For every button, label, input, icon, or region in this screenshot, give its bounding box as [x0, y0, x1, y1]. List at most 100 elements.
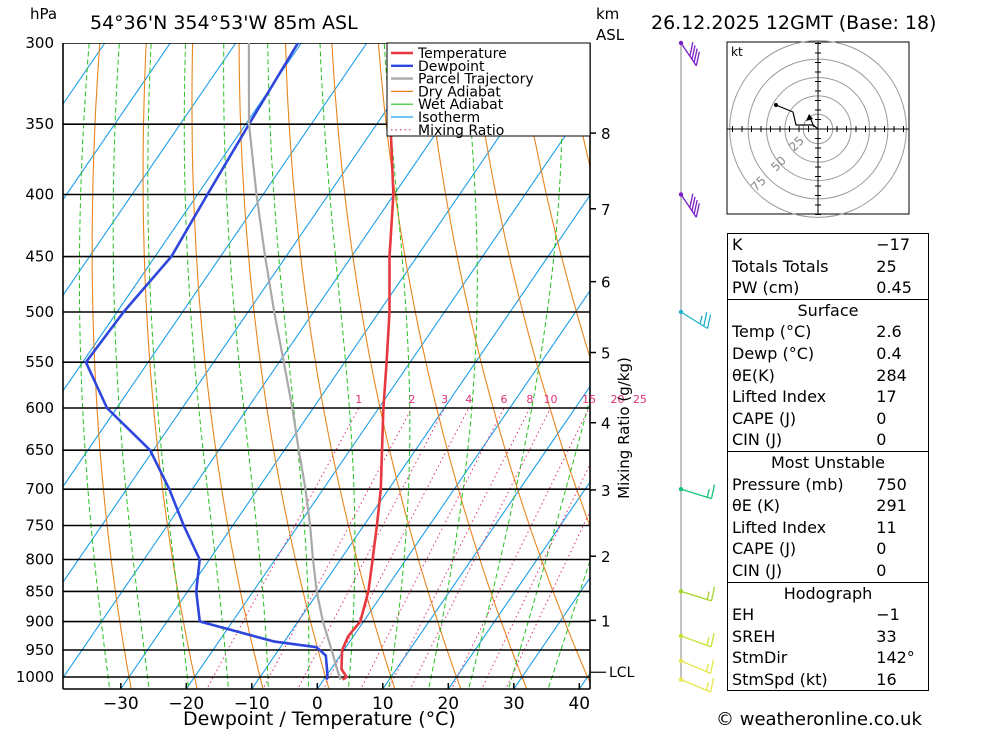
wet-adiabat-line	[112, 43, 150, 689]
x-tick-label: 0	[312, 694, 323, 714]
index-value: 25	[876, 256, 897, 276]
storm-motion-arrowhead	[806, 114, 813, 121]
index-section-header: Hodograph	[728, 581, 928, 605]
index-label: SREH	[732, 626, 776, 646]
mixing-ratio-axis-label: Mixing Ratio (g/kg)	[614, 318, 634, 538]
series-line-parcel-trajectory	[247, 43, 342, 680]
pressure-tick-label: 750	[25, 517, 54, 535]
wind-barb-flag	[695, 203, 700, 218]
index-value: 11	[876, 517, 897, 537]
wind-barb-half	[706, 591, 710, 600]
isotherm-line	[63, 43, 171, 201]
isotherm-line	[447, 481, 590, 689]
mixing-ratio-line	[297, 407, 446, 689]
x-tick-label: −30	[103, 694, 139, 714]
wind-barb-shaft	[680, 635, 712, 648]
index-row: StmSpd (kt) 16	[728, 669, 928, 691]
isotherm-line	[63, 43, 106, 106]
wet-adiabat-line	[507, 396, 590, 689]
wind-barb-flag	[693, 48, 698, 63]
wind-barb-flag	[709, 659, 715, 674]
wind-barb	[678, 632, 715, 648]
pressure-tick-label: 900	[25, 613, 54, 631]
index-row: K −17	[728, 234, 928, 256]
wind-barb-half	[706, 637, 710, 646]
wind-barb-shaft	[680, 311, 708, 330]
index-value: −1	[876, 605, 900, 625]
wind-barb-flag	[703, 312, 708, 327]
x-tick-label: 40	[568, 694, 590, 714]
wind-barb	[678, 677, 715, 693]
mixing-ratio-tick-label: 8	[526, 393, 533, 406]
legend-entry: Wet Adiabat	[418, 97, 504, 113]
index-value: 284	[876, 365, 907, 385]
height-tick-label: 3	[601, 482, 611, 500]
index-row: CAPE (J) 0	[728, 538, 928, 560]
height-tick-label: 2	[601, 548, 611, 566]
wind-barb-half	[706, 489, 710, 498]
pressure-tick-label: 350	[25, 115, 54, 133]
mixing-ratio-line	[481, 463, 590, 689]
height-tick-label: 5	[601, 345, 611, 363]
wind-barb-flag	[691, 196, 696, 211]
pressure-unit: hPa	[30, 5, 58, 23]
series-line-dewpoint	[84, 43, 329, 681]
wet-adiabat-line	[383, 43, 411, 689]
index-section-title: Hodograph	[728, 581, 928, 605]
index-label: Temp (°C)	[732, 322, 812, 342]
height-tick-label: 8	[601, 125, 611, 143]
hodograph-trace-end	[774, 103, 778, 107]
index-row: CIN (J) 0	[728, 429, 928, 451]
mixing-ratio-tick-label: 15	[582, 393, 596, 406]
index-label: CIN (J)	[732, 430, 783, 450]
x-tick-label: −10	[234, 694, 270, 714]
height-unit-km: km	[596, 5, 620, 23]
legend-box	[386, 42, 591, 137]
wind-barb-flag	[709, 677, 715, 693]
index-row: SREH 33	[728, 626, 928, 648]
index-label: Lifted Index	[732, 517, 827, 537]
index-row: Pressure (mb) 750	[728, 474, 928, 496]
wind-barb-half	[699, 315, 703, 325]
x-tick-label: 30	[503, 694, 525, 714]
index-row: StmDir 142°	[728, 647, 928, 669]
wind-barb-flag	[693, 199, 698, 215]
dry-adiabat-line	[946, 0, 1000, 703]
pressure-tick-label: 400	[25, 185, 54, 203]
index-label: PW (cm)	[732, 278, 800, 298]
x-tick-label: −20	[168, 694, 204, 714]
mixing-ratio-tick-label: 20	[610, 393, 624, 406]
wet-adiabat-line	[223, 43, 269, 689]
axes: 3003504004505005506006507007508008509009…	[16, 34, 647, 714]
index-value: 750	[876, 474, 907, 494]
index-section-title: Most Unstable	[728, 450, 928, 474]
index-label: CAPE (J)	[732, 408, 797, 428]
height-unit-asl: ASL	[596, 26, 625, 44]
index-label: EH	[732, 605, 755, 625]
index-section-header: Most Unstable	[728, 450, 928, 474]
isotherm-line	[185, 98, 590, 689]
index-value: 142°	[876, 648, 915, 668]
index-label: StmSpd (kt)	[732, 669, 828, 689]
index-value: 33	[876, 626, 897, 646]
dry-adiabat-line	[990, 0, 1000, 703]
wind-barb-flag	[689, 42, 694, 57]
wind-barb	[678, 484, 716, 500]
wind-barb-flag	[706, 314, 712, 329]
isotherm-line	[63, 43, 368, 488]
index-label: StmDir	[732, 648, 788, 668]
wet-adiabat-line	[547, 559, 590, 689]
height-tick-label: 1	[601, 612, 611, 630]
isotherm-line	[382, 385, 590, 689]
pressure-tick-label: 300	[25, 34, 54, 52]
mixing-ratio-tick-label: 10	[544, 393, 558, 406]
index-section-header: Surface	[728, 298, 928, 322]
wind-barb-flag	[710, 586, 716, 602]
index-label: θE (K)	[732, 496, 780, 516]
index-value: 0	[876, 430, 887, 450]
pressure-tick-label: 650	[25, 441, 54, 459]
index-value: 0	[876, 408, 887, 428]
index-label: θE(K)	[732, 365, 775, 385]
mixing-ratio-line	[505, 510, 590, 689]
